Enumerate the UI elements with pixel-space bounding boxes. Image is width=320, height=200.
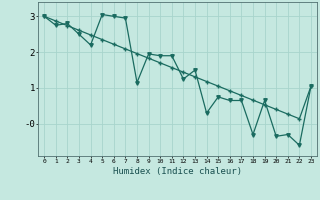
X-axis label: Humidex (Indice chaleur): Humidex (Indice chaleur) [113, 167, 242, 176]
